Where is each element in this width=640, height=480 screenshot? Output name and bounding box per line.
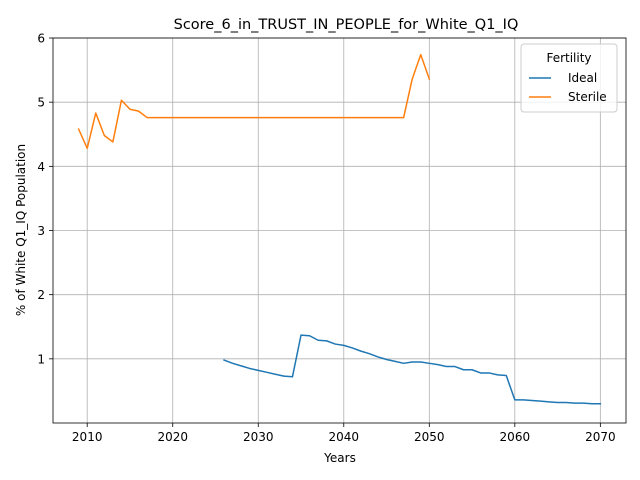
x-tick-label: 2020 (157, 430, 188, 444)
legend-label-sterile: Sterile (568, 90, 607, 104)
y-tick-label: 2 (37, 288, 45, 302)
x-tick-label: 2070 (585, 430, 616, 444)
x-axis-label: Years (323, 451, 356, 465)
y-tick-label: 1 (37, 352, 45, 366)
y-tick-label: 3 (37, 224, 45, 238)
y-axis-label: % of White Q1_IQ Population (14, 144, 28, 316)
legend-frame (520, 43, 618, 113)
x-tick-label: 2010 (72, 430, 103, 444)
x-tick-label: 2030 (243, 430, 274, 444)
x-axis: 2010 2020 2030 2040 2050 2060 2070 (72, 423, 616, 444)
legend-label-ideal: Ideal (568, 71, 597, 85)
y-tick-label: 4 (37, 160, 45, 174)
legend-title: Fertility (546, 51, 591, 65)
series-line-ideal (223, 334, 602, 405)
legend: Fertility Ideal Sterile (520, 43, 618, 113)
y-tick-label: 6 (37, 32, 45, 46)
y-tick-label: 5 (37, 96, 45, 110)
x-tick-label: 2060 (500, 430, 531, 444)
x-tick-label: 2040 (329, 430, 360, 444)
x-tick-label: 2050 (414, 430, 445, 444)
y-axis: 1 2 3 4 5 6 (37, 32, 53, 366)
series-line-sterile (77, 53, 431, 150)
chart-title: Score_6_in_TRUST_IN_PEOPLE_for_White_Q1_… (174, 17, 519, 33)
series-layer (77, 53, 602, 405)
